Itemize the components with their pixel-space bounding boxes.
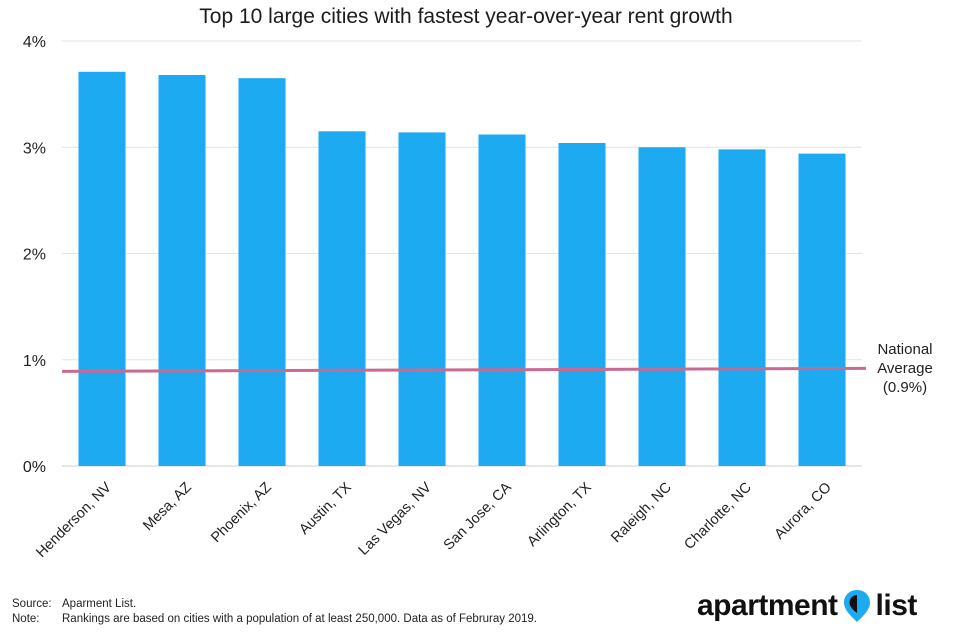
- y-tick-label: 2%: [23, 247, 46, 264]
- y-tick-label: 1%: [23, 353, 46, 370]
- bar: [718, 149, 766, 466]
- footnote: Note: Rankings are based on cities with a…: [12, 613, 537, 625]
- source-text: Aparment List.: [62, 598, 137, 610]
- x-tick-label: San Jose, CA: [441, 479, 515, 553]
- bar: [558, 143, 606, 466]
- x-tick-label: Charlotte, NC: [681, 480, 754, 553]
- national-average-line: National Average (0.9%): [61, 341, 933, 396]
- map-pin-icon: [843, 590, 870, 622]
- bars: [78, 71, 846, 466]
- note-key: Note:: [12, 613, 40, 625]
- x-tick-label: Las Vegas, NV: [356, 479, 435, 558]
- x-tick-label: Raleigh, NC: [608, 480, 675, 547]
- x-tick-label: Aurora, CO: [772, 480, 835, 543]
- x-tick-label: Phoenix, AZ: [208, 479, 275, 546]
- x-tick-label: Henderson, NV: [33, 479, 115, 561]
- logo-word-list: list: [875, 589, 918, 622]
- x-tick-label: Arlington, TX: [524, 479, 595, 550]
- y-tick-label: 4%: [23, 34, 46, 51]
- y-axis-ticks: 0% 1% 2% 3% 4%: [23, 34, 46, 476]
- bar: [638, 147, 686, 466]
- note-text: Rankings are based on cities with a popu…: [62, 613, 537, 625]
- apartment-list-logo: apartment list: [697, 586, 917, 626]
- x-tick-label: Austin, TX: [296, 479, 355, 538]
- bar: [238, 78, 286, 466]
- reference-line-label: (0.9%): [883, 379, 927, 396]
- reference-line-label: Average: [877, 360, 933, 377]
- y-tick-label: 3%: [23, 140, 46, 157]
- x-tick-label: Mesa, AZ: [140, 479, 195, 534]
- source-note: Source: Aparment List.: [12, 598, 136, 610]
- chart-title: Top 10 large cities with fastest year-ov…: [199, 5, 732, 28]
- logo-word-apartment: apartment: [697, 589, 838, 622]
- reference-line-label: National: [877, 341, 932, 358]
- bar: [478, 134, 526, 466]
- reference-line: [61, 366, 867, 373]
- x-axis-ticks: Henderson, NV Mesa, AZ Phoenix, AZ Austin, …: [33, 479, 834, 561]
- bar: [78, 71, 126, 466]
- bar: [158, 75, 206, 466]
- source-key: Source:: [12, 598, 52, 610]
- y-tick-label: 0%: [23, 459, 46, 476]
- bar: [398, 132, 446, 466]
- bar: [798, 153, 846, 466]
- bar: [318, 131, 366, 466]
